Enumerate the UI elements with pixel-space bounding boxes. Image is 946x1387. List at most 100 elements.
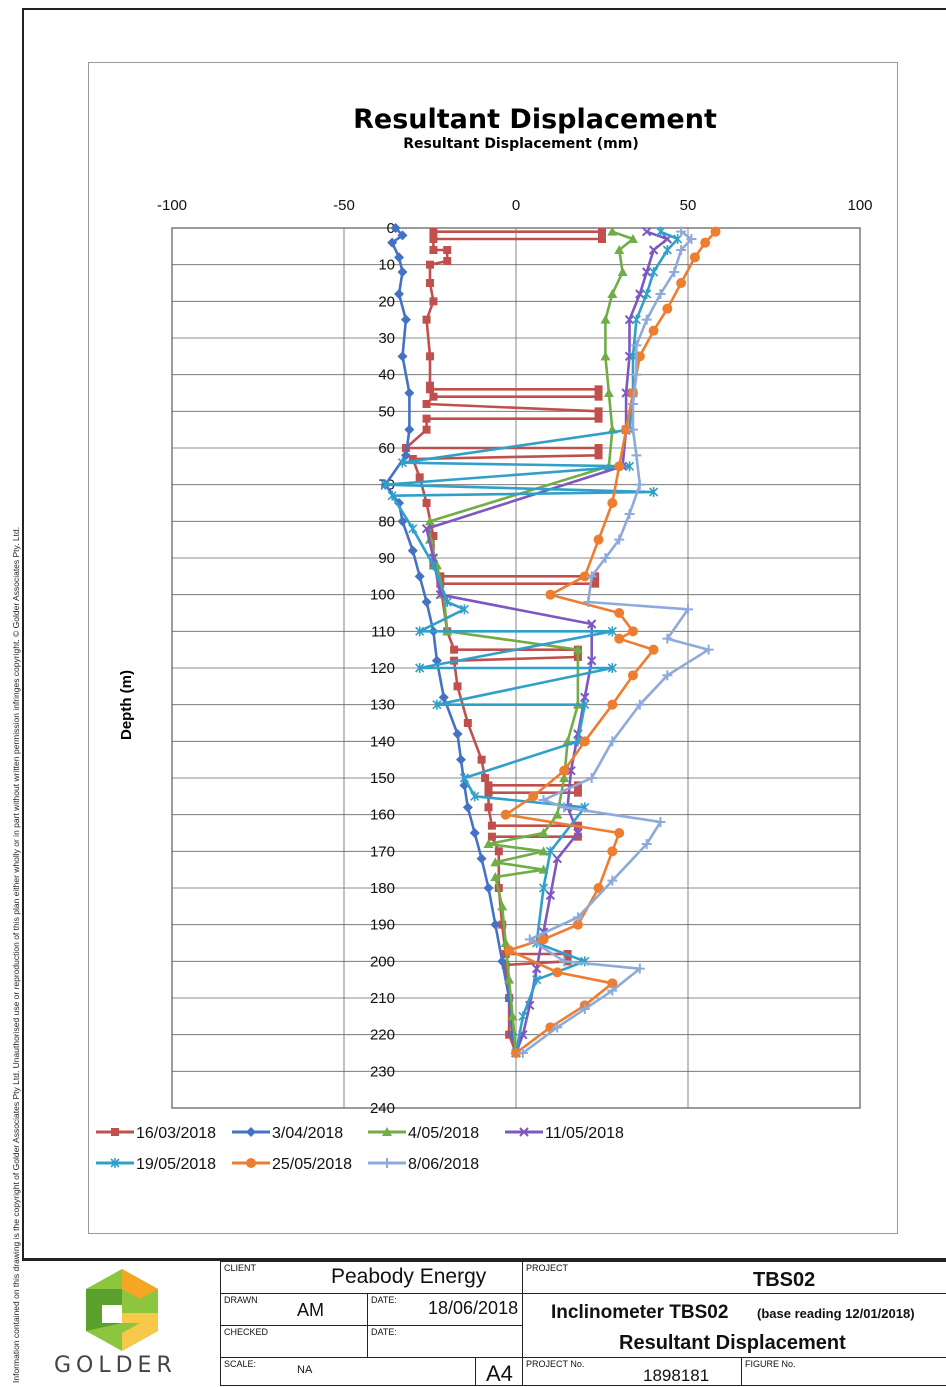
data-point	[579, 1004, 590, 1014]
data-point	[443, 246, 452, 254]
data-point	[500, 938, 511, 947]
data-point	[600, 314, 611, 324]
date-value: 18/06/2018	[428, 1298, 519, 1318]
legend-item: 4/05/2018	[368, 1125, 479, 1142]
data-point	[627, 424, 638, 435]
data-point	[408, 523, 418, 534]
data-point	[594, 392, 603, 401]
title-block: GOLDER CLIENT Peabody Energy DRAWN AM DA…	[22, 1258, 946, 1386]
data-point	[528, 791, 539, 802]
x-tick-label: 50	[680, 197, 697, 214]
y-tick-label: 50	[378, 403, 395, 420]
data-point	[627, 399, 638, 409]
data-point	[648, 245, 659, 255]
legend-label: 8/06/2018	[408, 1156, 479, 1173]
legend-label: 16/03/2018	[136, 1125, 216, 1142]
data-point	[614, 828, 625, 838]
y-tick-label: 160	[370, 807, 395, 824]
data-point	[504, 974, 515, 984]
data-point	[500, 809, 511, 820]
data-point	[686, 234, 697, 244]
data-point	[425, 516, 435, 526]
checked-cell: CHECKED	[220, 1325, 368, 1358]
drawing-title-main: Inclinometer TBS02	[551, 1302, 729, 1323]
data-point	[624, 461, 635, 472]
data-point	[476, 853, 487, 864]
y-tick-label: 140	[370, 733, 395, 750]
y-tick-label: 190	[370, 917, 395, 934]
checked-label: CHECKED	[224, 1327, 269, 1337]
data-point	[450, 645, 459, 654]
data-point	[404, 424, 415, 435]
x-tick-label: -50	[333, 197, 355, 214]
data-point	[593, 883, 604, 893]
data-point	[634, 963, 645, 974]
data-point	[382, 1127, 392, 1136]
legend-label: 4/05/2018	[408, 1125, 479, 1142]
data-point	[497, 901, 508, 911]
data-point	[438, 692, 449, 703]
data-point	[429, 235, 438, 243]
data-point	[631, 314, 641, 325]
y-tick-label: 60	[378, 440, 395, 457]
date2-label: DATE:	[371, 1327, 397, 1337]
data-point	[607, 498, 618, 508]
data-point	[641, 314, 652, 325]
data-point	[607, 985, 618, 996]
data-point	[634, 479, 645, 490]
data-point	[504, 945, 515, 956]
data-point	[627, 670, 638, 681]
data-point	[586, 571, 597, 582]
data-point	[607, 846, 618, 857]
data-point	[415, 473, 424, 482]
data-point	[387, 490, 397, 501]
series-6	[500, 226, 721, 1058]
series-line	[384, 227, 518, 1054]
y-tick-label: 180	[370, 880, 395, 897]
data-point	[490, 919, 501, 930]
y-tick-label: 230	[370, 1063, 395, 1080]
chart-frame	[88, 62, 898, 1234]
data-point	[572, 919, 583, 930]
data-point	[572, 644, 583, 654]
data-point	[594, 407, 603, 416]
data-point	[400, 314, 411, 325]
data-point	[390, 223, 401, 233]
data-point	[397, 516, 408, 527]
data-point	[432, 699, 442, 710]
data-point	[621, 424, 632, 435]
data-point	[524, 934, 535, 945]
data-point	[421, 597, 432, 607]
data-point	[598, 235, 606, 243]
legend-label: 11/05/2018	[545, 1125, 624, 1142]
data-point	[552, 853, 562, 864]
data-point	[470, 791, 480, 802]
series-line	[428, 230, 635, 1054]
data-point	[484, 788, 493, 797]
data-point	[111, 1128, 119, 1136]
data-point	[429, 392, 438, 401]
y-tick-label: 80	[378, 513, 395, 530]
data-point	[484, 803, 493, 812]
data-point	[414, 571, 425, 582]
data-point	[573, 828, 583, 838]
data-point	[624, 509, 635, 519]
y-tick-label: 130	[370, 697, 395, 714]
data-point	[442, 597, 452, 607]
scale-cell: SCALE: NA	[220, 1357, 476, 1386]
data-point	[481, 774, 490, 782]
data-point	[545, 589, 556, 600]
y-tick-label: 170	[370, 843, 395, 860]
data-point	[648, 325, 659, 336]
data-point	[487, 832, 496, 841]
data-point	[676, 278, 687, 288]
data-point	[538, 828, 549, 837]
golder-wordmark: GOLDER	[54, 1353, 177, 1378]
data-point	[573, 832, 582, 841]
y-tick-label: 0	[387, 220, 395, 237]
series-line	[404, 230, 604, 1054]
data-point	[594, 414, 603, 423]
data-point	[662, 633, 673, 644]
data-point	[586, 773, 597, 783]
date-label: DATE:	[371, 1295, 397, 1305]
